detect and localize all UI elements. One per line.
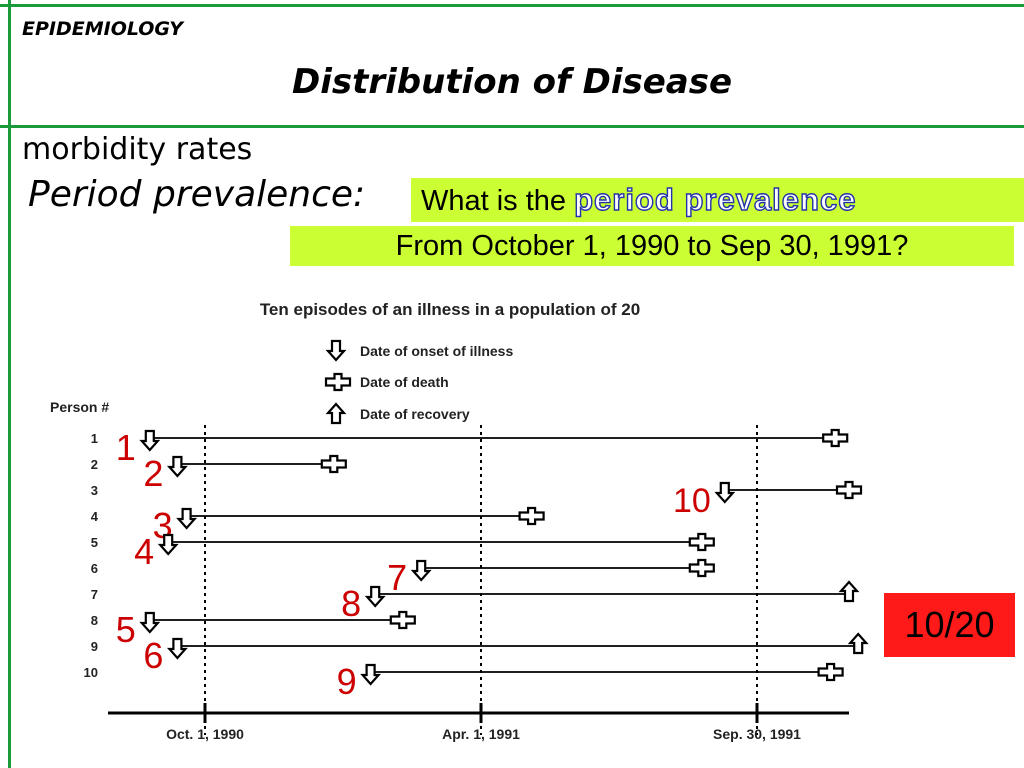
x-tick-label: Sep. 30, 1991 <box>713 726 801 742</box>
episode-number-label: 1 <box>116 427 136 468</box>
frame-divider-line <box>0 125 1024 128</box>
topic-heading: Period prevalence: <box>28 174 366 215</box>
death-cross-icon <box>835 480 863 500</box>
death-cross-icon <box>822 428 849 448</box>
death-cross-icon <box>688 558 715 578</box>
person-row-label: 10 <box>84 665 98 680</box>
onset-arrow-icon <box>410 559 432 582</box>
frame-top-line <box>0 4 1024 7</box>
x-tick-label: Oct. 1, 1990 <box>166 726 244 742</box>
legend-death-label: Date of death <box>360 374 449 390</box>
person-row-label: 9 <box>91 639 98 654</box>
episodes-timeline-chart: Ten episodes of an illness in a populati… <box>50 300 869 742</box>
x-tick-label: Apr. 1, 1991 <box>442 726 520 742</box>
question-highlight: period prevalence <box>573 181 857 217</box>
y-axis-label: Person # <box>50 399 109 415</box>
onset-arrow-icon <box>157 533 179 556</box>
person-row-label: 2 <box>91 457 98 472</box>
answer-box: 10/20 <box>884 593 1015 657</box>
legend-onset-label: Date of onset of illness <box>360 343 513 359</box>
legend-onset-icon <box>325 339 347 362</box>
page-subtitle: morbidity rates <box>22 132 253 167</box>
onset-arrow-icon <box>714 481 736 504</box>
person-row-label: 8 <box>91 613 98 628</box>
episode-number-label: 8 <box>341 583 361 624</box>
onset-arrow-icon <box>364 585 386 608</box>
death-cross-icon <box>688 532 715 552</box>
question-line-2: From October 1, 1990 to Sep 30, 1991? <box>290 226 1014 266</box>
section-topic: EPIDEMIOLOGY <box>22 18 184 40</box>
episode-number-label: 10 <box>673 482 711 520</box>
person-row-label: 5 <box>91 535 98 550</box>
onset-arrow-icon <box>139 429 161 452</box>
person-row-label: 4 <box>91 509 99 524</box>
question-prefix: What is the <box>421 185 575 217</box>
person-row-label: 3 <box>91 483 98 498</box>
death-cross-icon <box>817 662 844 682</box>
death-cross-icon <box>518 506 545 526</box>
chart-title: Ten episodes of an illness in a populati… <box>260 300 640 319</box>
episode-number-label: 7 <box>387 557 407 598</box>
onset-arrow-icon <box>166 455 188 478</box>
onset-arrow-icon <box>360 663 382 686</box>
legend-recovery-label: Date of recovery <box>360 406 470 422</box>
recovery-arrow-icon <box>838 580 860 603</box>
episode-number-label: 6 <box>143 635 163 676</box>
page-title: Distribution of Disease <box>291 62 733 102</box>
legend-recovery-icon <box>325 402 347 425</box>
person-row-label: 6 <box>91 561 98 576</box>
frame-left-line <box>8 0 11 768</box>
episode-number-label: 9 <box>337 661 357 702</box>
person-row-label: 7 <box>91 587 98 602</box>
person-row-label: 1 <box>91 431 98 446</box>
onset-arrow-icon <box>176 507 198 530</box>
recovery-arrow-icon <box>847 632 869 655</box>
chart-marks: Oct. 1, 1990 Apr. 1, 1991 Sep. 30, 1991123… <box>84 339 869 742</box>
onset-arrow-icon <box>139 611 161 634</box>
question-line-1: What is the period prevalence <box>411 178 1024 222</box>
episode-number-label: 5 <box>116 609 136 650</box>
death-cross-icon <box>320 454 347 474</box>
death-cross-icon <box>389 610 416 630</box>
legend-death-icon <box>324 372 352 392</box>
onset-arrow-icon <box>166 637 188 660</box>
episode-number-label: 4 <box>134 531 154 572</box>
episode-number-label: 2 <box>143 453 163 494</box>
